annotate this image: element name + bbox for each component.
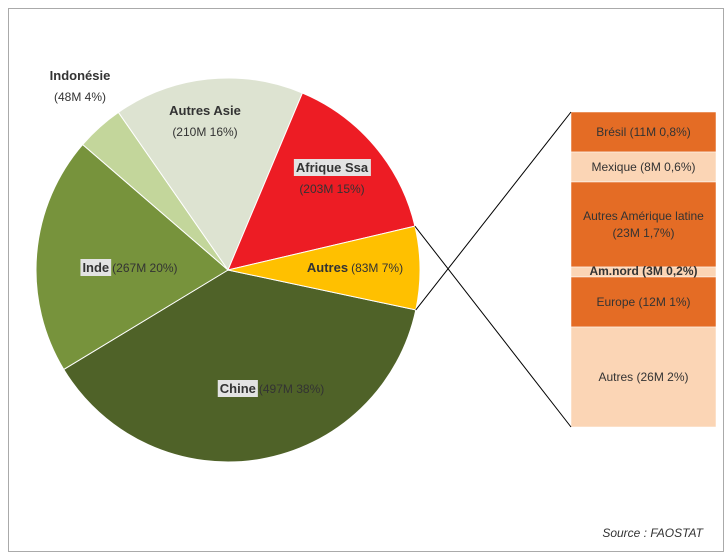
slice-label: Autres (83M 7%) (307, 260, 403, 275)
slice-value: (210M 16%) (172, 125, 237, 139)
slice-name: Autres Asie (169, 103, 241, 118)
bar-name: Europe (596, 294, 636, 309)
bar-label-text: Autres (26M 2%) (592, 369, 694, 386)
bar-label-text: Europe (12M 1%) (590, 294, 696, 311)
slice-label: Inde (267M 20%) (82, 260, 177, 275)
bar-label: Autres (26M 2%) (571, 327, 716, 427)
pie-slice (35, 143, 229, 371)
bar-label: Europe (12M 1%) (571, 277, 716, 327)
bar-label: Am.nord (3M 0,2%) (571, 263, 716, 280)
slice-name: Inde (82, 260, 109, 275)
label-bg (293, 159, 371, 176)
bar-name: Autres Amérique latine (583, 208, 704, 223)
bar-name: Mexique (591, 159, 637, 174)
bar-name: Am.nord (589, 264, 639, 278)
slice-name: Chine (220, 381, 256, 396)
bar-segment (570, 151, 717, 183)
slice-label-group: Afrique Ssa (203M 15%) (293, 159, 371, 196)
bar-name: Brésil (596, 124, 627, 139)
bar-segment (570, 181, 717, 268)
bar-label-text: Brésil (11M 0,8%) (590, 124, 697, 141)
bar-value: (12M 1%) (638, 294, 691, 309)
pie-slice (63, 269, 417, 463)
slice-label-group: Inde (267M 20%) (80, 259, 178, 276)
slice-value: (83M 7%) (351, 261, 403, 275)
slice-value: (203M 15%) (299, 182, 364, 196)
connector (414, 225, 572, 428)
bar-label-text: Autres Amérique latine (23M 1,7%) (571, 208, 716, 242)
slice-label-group: Indonésie (48M 4%) (50, 68, 111, 104)
slice-value: (48M 4%) (54, 90, 106, 104)
slice-value: (497M 38%) (259, 382, 324, 396)
slice-label: Chine (497M 38%) (220, 381, 325, 396)
label-bg (217, 380, 258, 397)
bar-value: (26M 2%) (636, 369, 689, 384)
connector (415, 111, 572, 311)
bar-value: (11M 0,8%) (629, 124, 691, 139)
slice-label-group: Chine (497M 38%) (217, 380, 325, 397)
bar-segment (570, 276, 717, 328)
bar-value: (8M 0,6%) (640, 159, 696, 174)
slice-name: Autres (307, 260, 348, 275)
slice-value: (267M 20%) (112, 261, 177, 275)
bar-value: (23M 1,7%) (612, 225, 675, 240)
source: Source : FAOSTAT (602, 526, 704, 540)
bar-name: Autres (598, 369, 634, 384)
frame (8, 8, 724, 552)
bar-value: (3M 0,2%) (642, 264, 698, 278)
bar-label: Brésil (11M 0,8%) (571, 112, 716, 152)
bar-segment (570, 326, 717, 428)
bar-label-text: Am.nord (3M 0,2%) (583, 263, 703, 280)
slice-name: Indonésie (50, 68, 111, 83)
slice-name: Afrique Ssa (296, 160, 369, 175)
slice-label-group: Autres Asie (210M 16%) (169, 103, 241, 139)
slice-label-group: Autres (83M 7%) (307, 260, 403, 275)
label-bg (80, 259, 112, 276)
slice-label: Afrique Ssa (203M 15%) (296, 160, 369, 196)
bar-label: Mexique (8M 0,6%) (571, 152, 716, 182)
slice-label: Autres Asie (210M 16%) (169, 103, 241, 139)
pie-slice (117, 77, 304, 272)
pie-slice (227, 92, 416, 271)
slice-label: Indonésie (48M 4%) (50, 68, 111, 104)
bar-label: Autres Amérique latine (23M 1,7%) (571, 182, 716, 267)
bar-label-text: Mexique (8M 0,6%) (585, 159, 701, 176)
